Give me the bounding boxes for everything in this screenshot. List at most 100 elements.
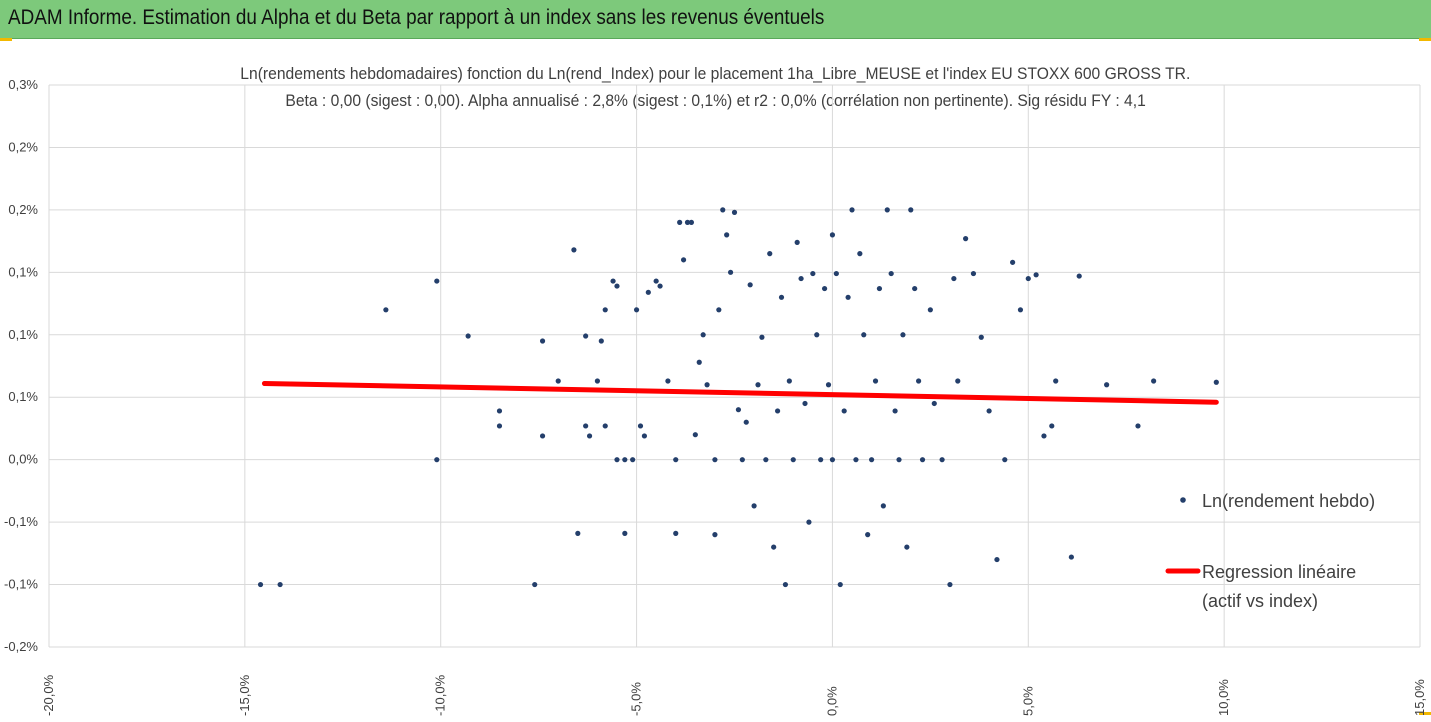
data-point — [622, 530, 628, 536]
scatter-points — [257, 207, 1219, 588]
data-point — [571, 247, 577, 253]
data-point — [837, 581, 843, 588]
data-point — [818, 457, 824, 463]
data-point — [802, 400, 808, 407]
data-point — [434, 457, 440, 463]
legend-label-scatter: Ln(rendement hebdo) — [1202, 491, 1375, 511]
data-point — [759, 334, 765, 340]
y-tick-label: 0,0% — [8, 452, 38, 467]
data-point — [1025, 275, 1031, 282]
data-point — [641, 433, 648, 439]
data-point — [978, 334, 984, 340]
data-point — [539, 433, 546, 439]
y-tick-label: -0,2% — [4, 639, 38, 654]
data-point — [680, 257, 687, 263]
data-point — [829, 457, 836, 463]
legend-label-regression-line2: (actif vs index) — [1202, 591, 1318, 611]
data-point — [583, 423, 589, 429]
data-point — [884, 207, 890, 213]
chart-title-text-1: Ln(rendements hebdomadaires) fonction du… — [240, 64, 1191, 83]
data-point — [1033, 272, 1039, 278]
data-point — [786, 378, 792, 384]
data-point — [539, 338, 546, 344]
data-point — [383, 307, 389, 313]
data-point — [630, 457, 636, 463]
data-point — [798, 275, 804, 282]
data-point — [496, 408, 503, 414]
data-point — [532, 581, 538, 588]
data-point — [645, 289, 651, 295]
data-point — [692, 432, 698, 438]
data-point — [598, 338, 604, 344]
data-point — [947, 581, 953, 588]
data-point — [970, 270, 977, 277]
data-point — [751, 503, 757, 509]
data-point — [665, 378, 671, 384]
data-point — [496, 423, 503, 429]
data-point — [594, 378, 601, 384]
data-point — [1104, 382, 1110, 388]
x-tick-label: 10,0% — [1216, 679, 1231, 716]
corner-accent-right — [1419, 38, 1431, 41]
corner-accent-left — [0, 38, 12, 41]
data-point — [586, 433, 593, 439]
data-point — [861, 332, 867, 338]
y-tick-label: 0,2% — [8, 139, 38, 154]
y-tick-label: 0,3% — [8, 77, 38, 92]
data-point — [876, 285, 883, 292]
data-point — [1076, 273, 1082, 279]
data-point — [821, 285, 828, 292]
data-point — [916, 378, 922, 384]
data-point — [849, 207, 855, 213]
data-point — [904, 544, 910, 550]
chart-title-line-1: Ln(rendements hebdomadaires) fonction du… — [0, 64, 1431, 84]
data-point — [833, 270, 839, 277]
data-point — [782, 581, 789, 588]
data-point — [872, 378, 879, 384]
corner-accent-bottom-right — [1419, 712, 1431, 715]
data-point — [555, 378, 561, 384]
data-point — [688, 219, 695, 225]
data-point — [841, 408, 847, 414]
data-point — [724, 232, 730, 238]
data-point — [712, 457, 718, 463]
data-point — [912, 285, 918, 292]
data-point — [994, 556, 1000, 563]
data-point — [814, 332, 820, 338]
data-point — [712, 532, 718, 538]
data-point — [939, 457, 945, 463]
data-point — [434, 278, 440, 284]
data-point — [767, 251, 773, 257]
data-point — [614, 283, 620, 289]
data-point — [951, 275, 957, 282]
data-point — [684, 219, 691, 225]
data-point — [1049, 423, 1055, 429]
data-point — [1151, 378, 1157, 384]
y-tick-label: -0,1% — [4, 577, 38, 592]
x-axis-ticks: -20,0% -15,0% -10,0% -5,0% 0,0% 5,0% 10,0% 15,0… — [41, 674, 1427, 716]
data-point — [865, 532, 871, 538]
data-point — [955, 378, 961, 384]
data-point — [731, 209, 738, 215]
data-point — [602, 423, 608, 429]
data-point — [602, 307, 608, 313]
y-axis-ticks: -0,2% -0,1% -0,1% 0,0% 0,1% 0,1% 0,1% 0,2% 0,2% 0… — [4, 77, 38, 654]
data-point — [747, 282, 753, 288]
legend-label-regression-line1: Regression linéaire — [1202, 562, 1356, 582]
data-point — [829, 232, 836, 238]
data-point — [825, 382, 832, 388]
data-point — [919, 457, 926, 463]
x-tick-label: -10,0% — [433, 674, 448, 716]
data-point — [845, 294, 851, 300]
data-point — [653, 278, 659, 284]
data-point — [806, 519, 812, 525]
grid-lines — [48, 84, 1421, 648]
data-point — [1010, 259, 1016, 265]
y-tick-label: 0,1% — [8, 327, 38, 342]
y-tick-label: 0,1% — [8, 264, 38, 279]
data-point — [700, 332, 706, 338]
chart-title-line-2: Beta : 0,00 (sigest : 0,00). Alpha annua… — [0, 91, 1431, 111]
data-point — [1068, 554, 1074, 560]
data-point — [696, 359, 702, 365]
